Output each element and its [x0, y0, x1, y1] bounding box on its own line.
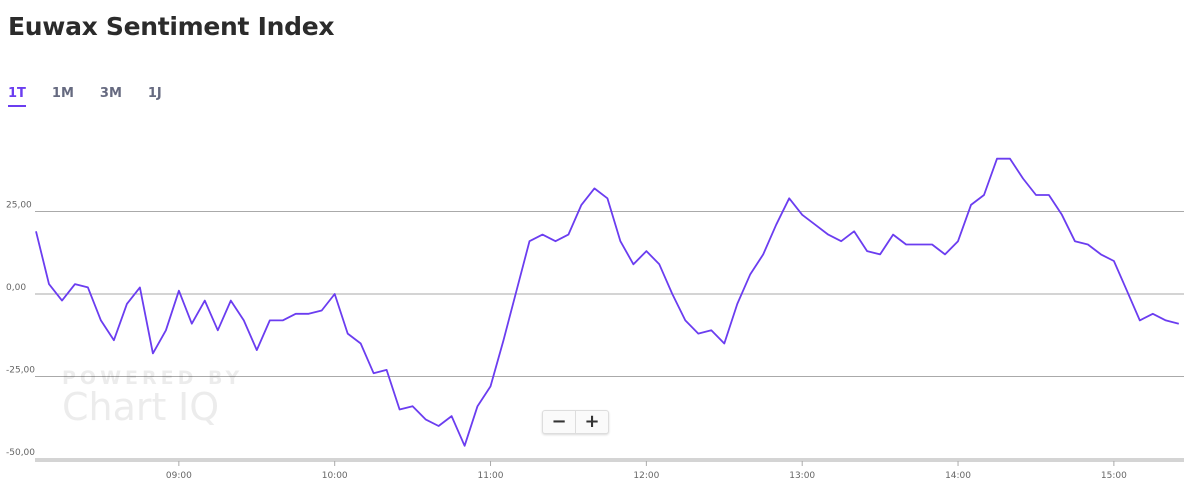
range-tab[interactable]: 1T — [8, 86, 26, 107]
x-tick-label: 11:00 — [478, 471, 504, 481]
x-tick-label: 12:00 — [633, 471, 659, 481]
y-tick-label: -25,00 — [6, 366, 35, 376]
watermark: POWERED BY Chart IQ — [62, 367, 243, 429]
zoom-out[interactable]: − — [551, 411, 567, 432]
y-tick-label: 25,00 — [6, 201, 32, 211]
tabs: 1T 1M 3M 1J — [8, 86, 162, 107]
x-tick-label: 15:00 — [1101, 471, 1127, 481]
range-tab[interactable]: 3M — [99, 86, 122, 101]
watermark-brand: Chart — [62, 385, 166, 429]
watermark-top: POWERED BY — [62, 367, 243, 389]
zoom-controls: − + — [542, 410, 609, 434]
line-series — [35, 157, 1180, 447]
title: Euwax Sentiment Index — [8, 12, 335, 41]
watermark-brand2: IQ — [178, 385, 219, 429]
x-tick-label: 14:00 — [945, 471, 971, 481]
range-tab[interactable]: 1J — [147, 86, 162, 101]
range-tab[interactable]: 1M — [51, 86, 74, 101]
y-tick-label: 0,00 — [6, 283, 26, 293]
x-tick-label: 09:00 — [166, 471, 192, 481]
x-tick-label: 13:00 — [789, 471, 815, 481]
x-tick-label: 10:00 — [322, 471, 348, 481]
zoom-in[interactable]: + — [575, 411, 608, 433]
y-tick-label: -50,00 — [6, 448, 35, 458]
